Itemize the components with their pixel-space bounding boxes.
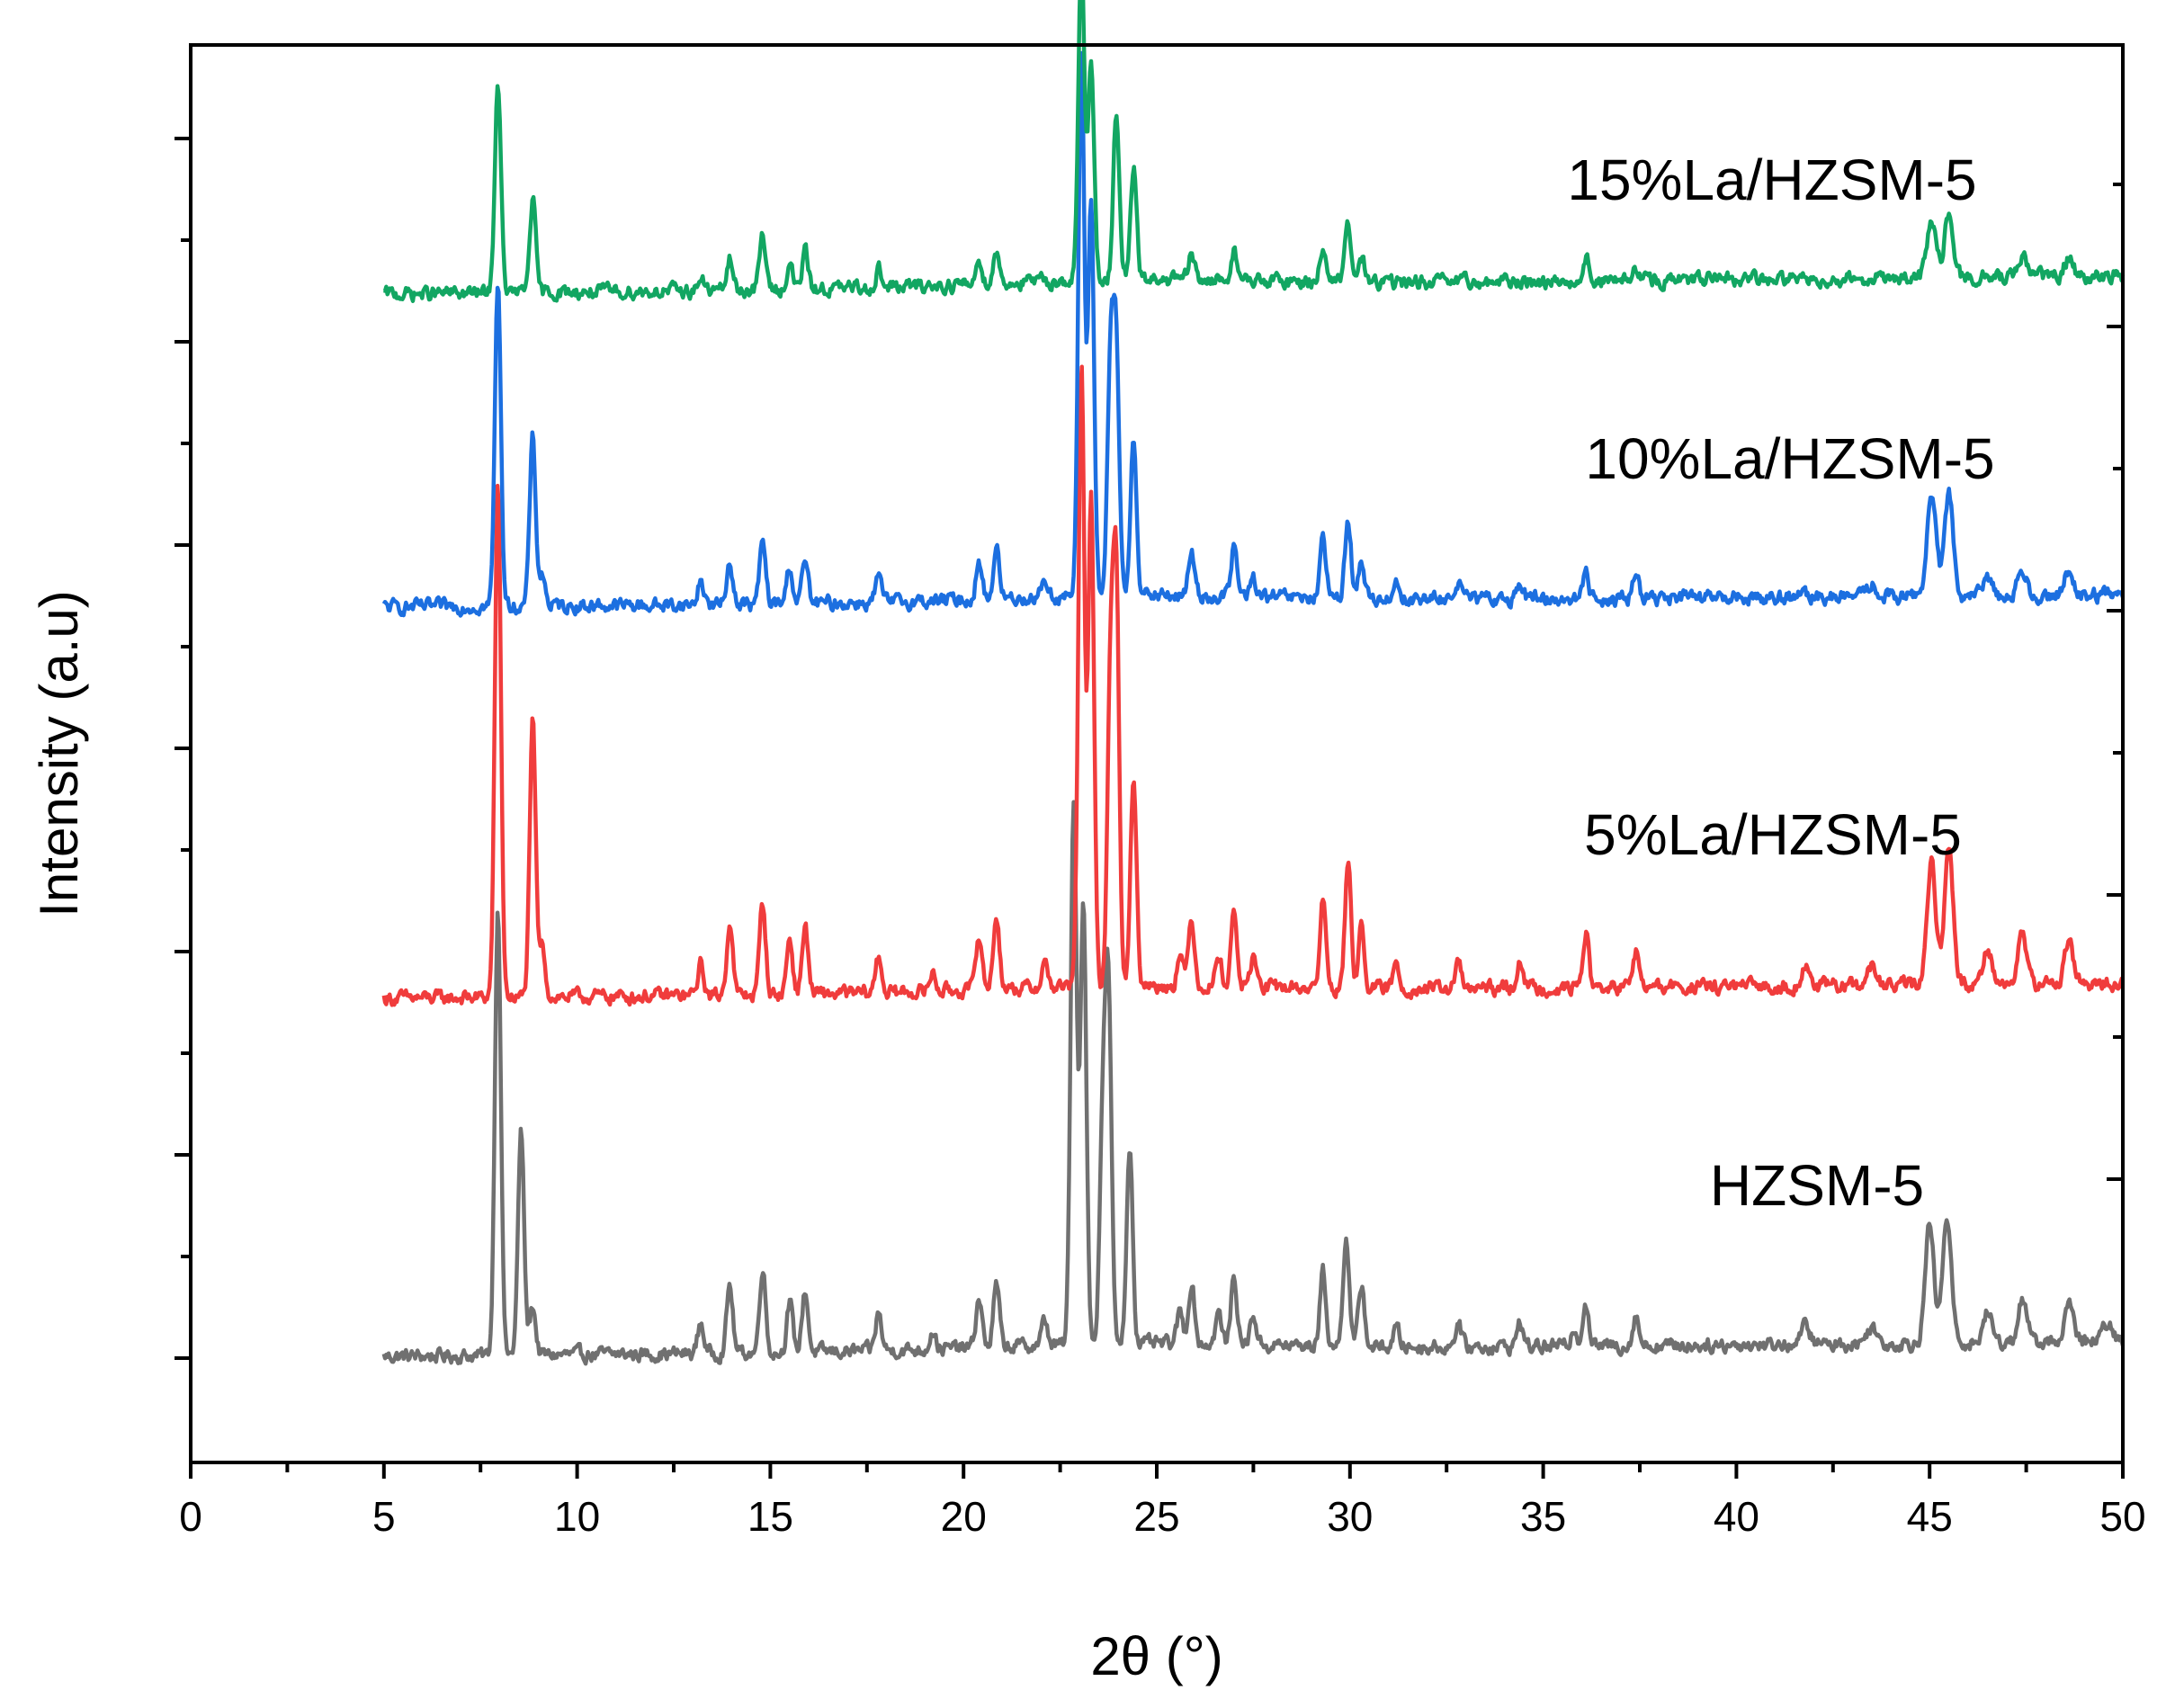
series-line-3 [382,0,2126,303]
y-axis [175,137,191,1360]
x-axis: 0 5 10 15 20 25 30 35 40 45 50 [179,1462,2146,1540]
x-tick-label: 45 [1907,1493,1953,1540]
series-label-5la: 5%La/HZSM-5 [1584,802,1962,867]
series-line-0 [381,800,2126,1366]
x-tick-label: 30 [1327,1493,1373,1540]
x-tick-label: 5 [372,1493,396,1540]
series-layer [381,0,2126,1366]
x-tick-label: 20 [941,1493,987,1540]
x-tick-label: 10 [554,1493,600,1540]
series-label-layer: HZSM-5 5%La/HZSM-5 10%La/HZSM-5 15%La/HZSM-… [1567,148,1994,1218]
series-label-hzsm5: HZSM-5 [1710,1153,1924,1218]
x-tick-label: 35 [1520,1493,1566,1540]
x-tick-label: 25 [1133,1493,1179,1540]
x-tick-label: 15 [747,1493,793,1540]
x-tick-label: 40 [1714,1493,1759,1540]
x-tick-label: 50 [2099,1493,2145,1540]
x-tick-label: 0 [179,1493,202,1540]
series-line-1 [381,364,2124,1007]
series-line-2 [381,50,2126,618]
right-axis [2107,183,2123,1181]
series-label-15la: 15%La/HZSM-5 [1567,148,1976,212]
y-axis-title: Intensity (a.u) [29,590,89,917]
x-axis-title: 2θ (°) [1090,1626,1222,1686]
series-label-10la: 10%La/HZSM-5 [1585,426,1994,491]
